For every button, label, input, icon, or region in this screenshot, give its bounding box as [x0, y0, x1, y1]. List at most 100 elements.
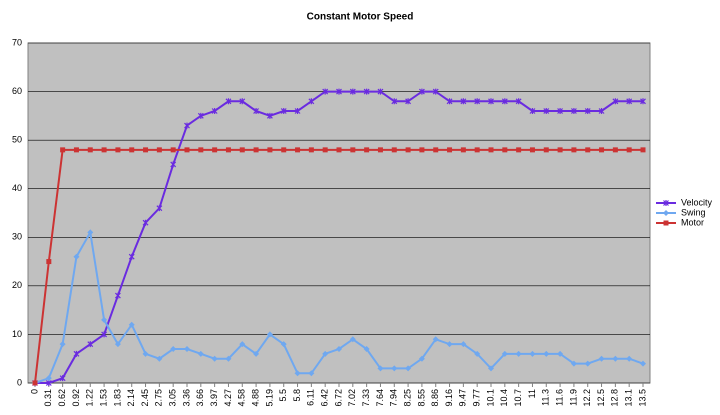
- marker: [280, 108, 287, 114]
- marker: [267, 147, 273, 153]
- marker: [59, 375, 66, 382]
- marker: [156, 147, 162, 153]
- marker: [501, 350, 508, 357]
- marker: [239, 147, 245, 153]
- marker: [197, 350, 204, 357]
- marker: [405, 98, 412, 105]
- marker: [663, 220, 669, 226]
- marker: [184, 147, 190, 153]
- marker: [474, 98, 481, 105]
- marker: [239, 98, 246, 105]
- marker: [391, 147, 397, 153]
- x-tick-label: 0.92: [71, 389, 81, 407]
- marker: [612, 147, 618, 153]
- y-tick-label: 70: [12, 37, 22, 47]
- x-tick-label: 11.6: [554, 389, 564, 406]
- x-tick-label: 3.66: [195, 389, 205, 407]
- x-tick-label: 6.42: [320, 389, 330, 407]
- marker: [663, 200, 669, 206]
- x-tick-label: 12.2: [582, 389, 592, 407]
- marker: [211, 108, 218, 114]
- x-tick-label: 5.5: [278, 389, 288, 402]
- x-tick-label: 3.36: [181, 389, 191, 407]
- y-tick-label: 60: [12, 86, 22, 96]
- marker: [142, 219, 149, 226]
- y-tick-label: 20: [12, 280, 22, 290]
- marker: [225, 355, 232, 362]
- marker: [253, 350, 260, 357]
- marker: [432, 336, 439, 343]
- marker: [377, 88, 384, 95]
- y-tick-label: 10: [12, 329, 22, 339]
- x-tick-label: 4.88: [250, 389, 260, 407]
- marker: [184, 122, 190, 129]
- x-tick-label: 5.19: [264, 389, 274, 407]
- x-tick-label: 11.9: [568, 389, 578, 406]
- marker: [129, 147, 135, 153]
- marker: [488, 365, 494, 372]
- marker: [308, 370, 315, 377]
- marker: [515, 98, 522, 105]
- x-tick-label: 10.4: [499, 389, 509, 407]
- marker: [73, 350, 80, 357]
- x-tick-label: 2.14: [126, 389, 136, 407]
- marker: [266, 331, 273, 338]
- x-tick-label: 5.8: [292, 389, 302, 402]
- x-tick-label: 11.3: [541, 389, 551, 406]
- marker: [87, 341, 94, 348]
- y-tick-label: 30: [12, 232, 22, 242]
- marker: [460, 147, 466, 153]
- x-tick-label: 6.72: [333, 389, 343, 407]
- marker: [198, 147, 204, 153]
- marker: [336, 88, 342, 95]
- marker: [211, 355, 218, 362]
- marker: [350, 147, 356, 153]
- marker: [501, 98, 508, 105]
- marker: [474, 350, 481, 357]
- marker: [322, 88, 329, 95]
- x-tick-label: 3.97: [209, 389, 219, 407]
- marker: [460, 341, 467, 348]
- marker: [322, 147, 328, 153]
- marker: [405, 365, 412, 372]
- x-tick-label: 7.64: [375, 389, 385, 407]
- marker: [419, 147, 425, 153]
- marker: [322, 350, 329, 357]
- marker: [612, 98, 619, 105]
- marker: [432, 88, 439, 95]
- x-tick-label: 2.75: [154, 389, 164, 407]
- marker: [446, 341, 453, 348]
- marker: [73, 253, 80, 260]
- marker: [32, 380, 38, 386]
- x-tick-label: 0.31: [43, 389, 53, 407]
- marker: [239, 341, 246, 348]
- marker: [128, 253, 135, 260]
- marker: [294, 370, 301, 377]
- marker: [101, 316, 108, 323]
- marker: [266, 112, 273, 119]
- x-tick-label: 13.1: [624, 389, 634, 407]
- x-tick-label: 3.05: [168, 389, 178, 407]
- x-tick-label: 8.25: [402, 389, 412, 407]
- y-tick-label: 50: [12, 135, 22, 145]
- marker: [363, 346, 370, 352]
- marker: [212, 147, 218, 153]
- marker: [308, 147, 314, 153]
- marker: [529, 108, 536, 114]
- legend-label: Velocity: [681, 197, 713, 207]
- marker: [377, 147, 383, 153]
- marker: [114, 292, 121, 299]
- marker: [349, 336, 356, 343]
- marker: [543, 350, 550, 357]
- x-tick-label: 7.02: [347, 389, 357, 407]
- legend-label: Motor: [681, 217, 704, 227]
- marker: [391, 98, 398, 105]
- marker: [626, 355, 633, 362]
- x-tick-label: 10.1: [485, 389, 495, 407]
- marker: [391, 365, 398, 372]
- marker: [336, 346, 342, 352]
- marker: [433, 147, 439, 153]
- marker: [308, 98, 315, 105]
- marker: [225, 98, 232, 105]
